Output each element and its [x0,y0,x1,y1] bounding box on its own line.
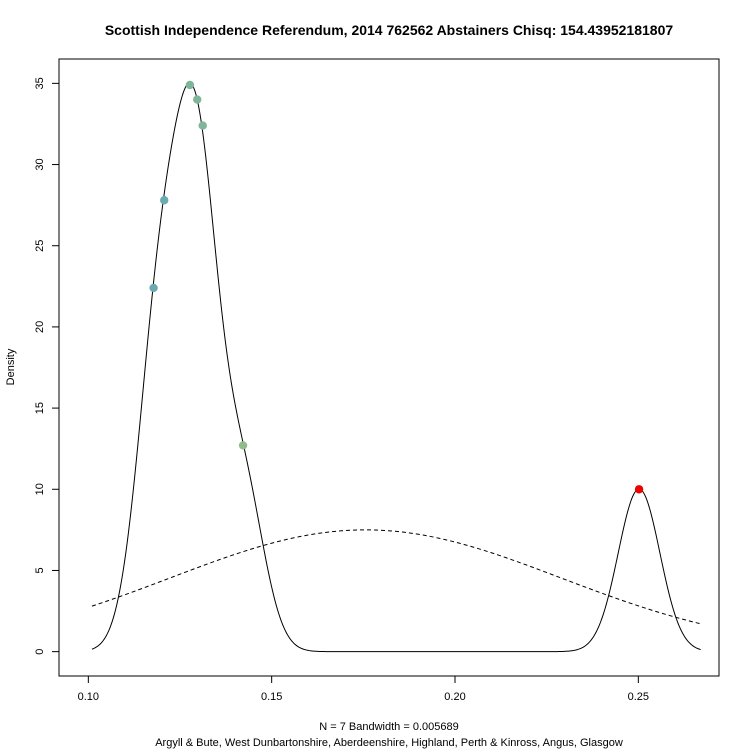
density-curve [91,82,701,653]
y-tick-label: 5 [34,567,46,573]
y-axis-label: Density [5,348,17,385]
y-tick-label: 25 [34,240,46,252]
y-tick-label: 20 [34,321,46,333]
y-tick-label: 35 [34,77,46,89]
x-axis-label-line2: Argyll & Bute, West Dunbartonshire, Aber… [155,737,623,749]
data-point [238,441,248,450]
data-point [185,80,195,90]
y-tick-label: 15 [34,402,46,414]
data-point [198,121,207,130]
y-tick-label: 10 [34,483,46,495]
x-tick-label: 0.15 [261,691,282,703]
data-point [193,95,202,104]
data-point [149,283,158,293]
x-tick-label: 0.10 [78,691,99,703]
plot-frame [58,58,720,677]
x-axis-label-line1: N = 7 Bandwidth = 0.005689 [319,721,458,733]
data-point [634,485,644,494]
x-tick-label: 0.25 [628,691,649,703]
y-tick-label: 0 [34,649,46,655]
x-tick-label: 0.20 [444,691,465,703]
chart-title: Scottish Independence Referendum, 2014 7… [105,22,674,38]
y-axis: 0 5 10 15 20 25 30 35 [34,77,59,655]
y-tick-label: 30 [34,158,46,170]
data-point [160,196,169,205]
normal-reference-curve [91,529,701,625]
data-points [149,80,644,494]
x-axis: 0.10 0.15 0.20 0.25 [78,676,649,703]
